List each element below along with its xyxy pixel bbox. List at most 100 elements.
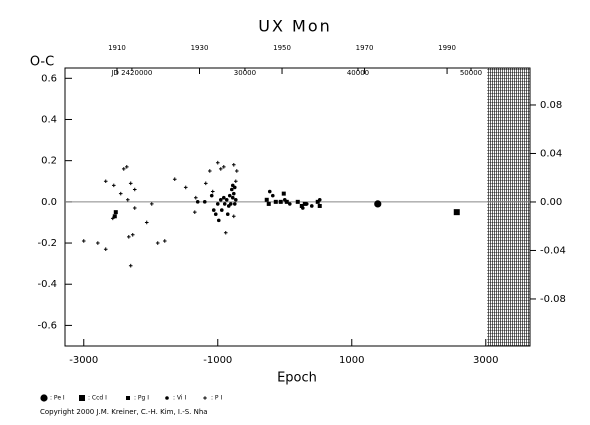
x-tick-label: 3000 (473, 355, 498, 366)
data-point (317, 197, 322, 202)
data-point (233, 197, 238, 202)
y-tick-label: 0.6 (41, 73, 57, 84)
data-point (221, 195, 226, 200)
data-point (162, 239, 167, 243)
data-point (195, 200, 200, 204)
y2-tick-label: 0.08 (540, 100, 562, 111)
plot-frame (64, 67, 531, 347)
data-point (287, 202, 292, 206)
data-point (192, 210, 197, 214)
future-hatch (487, 68, 530, 346)
x2-tick-label: 1970 (356, 44, 374, 52)
y2-tick-label: -0.04 (540, 245, 566, 256)
data-point (183, 185, 188, 190)
data-point (193, 195, 198, 200)
data-point (273, 199, 278, 204)
y2-tick-label: 0.04 (540, 148, 562, 159)
data-point (128, 263, 133, 268)
data-point (223, 230, 228, 235)
data-point (207, 169, 212, 173)
legend-marker (40, 394, 48, 402)
data-point (453, 209, 460, 216)
jd-tick-label: 40000 (347, 69, 369, 77)
data-point (113, 210, 118, 215)
x2-tick-label: 1990 (438, 44, 456, 52)
data-point (155, 241, 160, 245)
data-point (299, 203, 304, 208)
data-point (132, 206, 137, 210)
x2-tick-label: 1950 (273, 44, 291, 52)
x-tick-label: -3000 (69, 355, 98, 366)
data-point (211, 208, 216, 212)
data-point (270, 193, 275, 198)
data-point (202, 200, 207, 204)
data-point (215, 202, 220, 206)
jd-tick-label: 30000 (234, 69, 256, 77)
data-point (304, 202, 309, 206)
y-tick-label: 0.2 (41, 156, 57, 167)
data-point (227, 193, 232, 198)
data-point (225, 212, 230, 217)
legend-label: : Pe I (50, 395, 65, 402)
y-tick-label: 0.4 (41, 114, 57, 125)
data-point (295, 199, 300, 204)
data-point (317, 203, 322, 208)
legend-marker (165, 396, 169, 400)
data-point (232, 185, 237, 190)
data-point (124, 165, 129, 169)
data-point (234, 169, 239, 173)
data-point (224, 197, 229, 202)
data-point (103, 247, 108, 252)
x-tick-label: 1000 (339, 355, 364, 366)
y-tick-label: -0.6 (37, 320, 57, 331)
data-point (125, 197, 130, 202)
data-point (130, 233, 135, 237)
data-point (126, 235, 131, 239)
data-point (216, 218, 221, 223)
legend-label: : Ccd I (88, 395, 107, 402)
jd-tick-label: 50000 (460, 69, 482, 77)
data-point (222, 202, 227, 206)
y-tick-label: -0.4 (37, 279, 57, 290)
data-point (219, 208, 224, 212)
chart-title: UX Mon (258, 17, 332, 36)
data-point (128, 181, 133, 186)
x2-tick-label: 1910 (108, 44, 126, 52)
legend-label: : Pg I (134, 395, 149, 402)
data-point (231, 214, 236, 219)
data-point (233, 179, 238, 184)
data-point (264, 197, 269, 202)
data-point (221, 165, 226, 169)
data-point (266, 201, 271, 206)
data-point (110, 216, 115, 221)
data-point (215, 160, 220, 165)
x-axis-label: Epoch (277, 371, 317, 386)
jd-tick-label: JD 2420000 (110, 69, 152, 77)
data-point (103, 179, 108, 184)
y-tick-label: -0.2 (37, 238, 57, 249)
data-point (132, 187, 137, 192)
data-point (229, 187, 234, 192)
data-point (209, 193, 214, 198)
y-tick-label: 0.0 (41, 197, 57, 208)
data-point (315, 199, 320, 204)
data-point (121, 167, 126, 171)
data-point (112, 214, 117, 219)
x2-tick-label: 1930 (191, 44, 209, 52)
data-point (218, 197, 223, 202)
data-point (309, 204, 314, 208)
legend-label: : P I (211, 395, 222, 402)
data-point (230, 195, 235, 200)
data-point (149, 202, 154, 206)
data-point (374, 200, 382, 208)
copyright: Copyright 2000 J.M. Kreiner, C.-H. Kim, … (40, 408, 208, 416)
data-point (213, 212, 218, 217)
data-point (282, 197, 287, 202)
legend-label: : Vi I (173, 395, 186, 402)
data-point (267, 189, 272, 194)
y-axis-label: O-C (30, 55, 54, 70)
data-point (81, 239, 86, 243)
data-point (278, 199, 283, 204)
data-point (96, 241, 100, 245)
